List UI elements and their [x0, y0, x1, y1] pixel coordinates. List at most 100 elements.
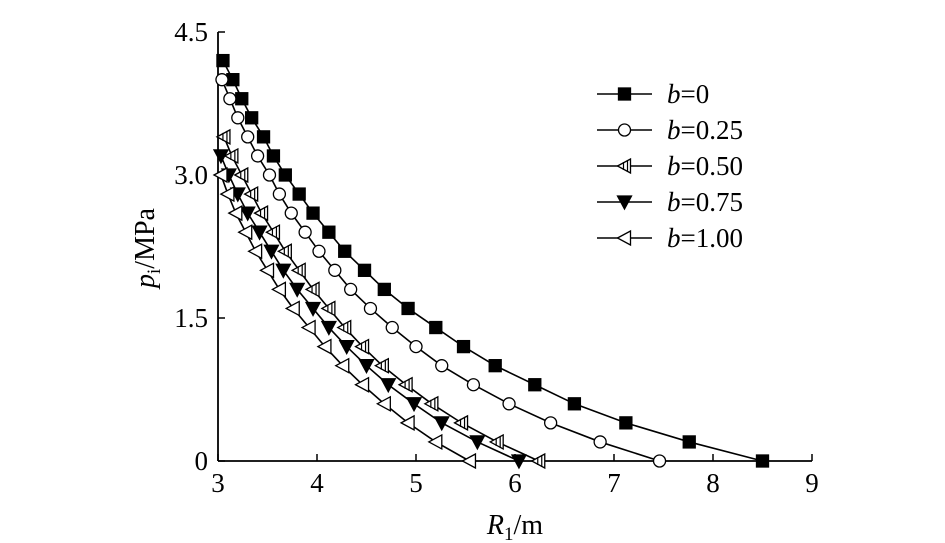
- y-axis-label-unit: /MPa: [130, 207, 161, 268]
- data-point: [567, 397, 582, 411]
- y-axis-label: pi/MPa: [130, 207, 165, 290]
- legend-label-value: =0: [681, 79, 710, 109]
- data-point: [306, 206, 320, 220]
- data-point: [652, 454, 667, 468]
- data-point: [453, 414, 469, 431]
- data-point: [241, 130, 255, 144]
- data-point: [510, 454, 528, 470]
- data-point: [289, 282, 306, 298]
- data-point: [320, 300, 336, 317]
- data-point: [212, 166, 228, 184]
- data-point: [304, 281, 320, 298]
- data-point: [435, 359, 449, 373]
- data-point: [245, 111, 259, 125]
- legend-item: b=0.50: [597, 151, 743, 181]
- data-point: [357, 263, 372, 277]
- legend-label-var: b: [667, 115, 681, 145]
- data-point: [312, 244, 326, 258]
- data-point: [278, 168, 292, 182]
- data-point: [528, 378, 542, 392]
- data-point: [284, 206, 298, 220]
- data-point: [251, 225, 268, 241]
- data-point: [469, 435, 486, 451]
- data-point: [223, 147, 239, 165]
- data-point: [219, 185, 235, 203]
- legend-label-var: b: [667, 223, 681, 253]
- data-point: [354, 338, 370, 355]
- data-point: [262, 168, 277, 182]
- data-point: [409, 339, 423, 354]
- data-point: [284, 300, 300, 317]
- x-tick-label: 9: [805, 468, 819, 498]
- x-tick-label: 4: [310, 468, 324, 498]
- data-point: [235, 92, 249, 106]
- series-3: [212, 149, 528, 470]
- y-axis-label-sub: i: [144, 269, 165, 274]
- x-axis-label-sub: 1: [504, 524, 514, 543]
- data-point: [385, 320, 399, 335]
- legend-item: b=0.75: [597, 187, 743, 217]
- legend-marker: [616, 229, 632, 247]
- data-point: [338, 339, 355, 355]
- data-point: [233, 166, 249, 184]
- x-tick-label: 5: [409, 468, 423, 498]
- series-line: [220, 174, 470, 462]
- legend-label: b=0: [667, 79, 709, 109]
- data-point: [456, 339, 471, 354]
- data-point: [334, 357, 350, 374]
- data-point: [429, 320, 443, 335]
- data-point: [316, 338, 332, 355]
- series-line: [222, 60, 763, 462]
- legend-marker: [617, 123, 632, 137]
- series-layer: [212, 53, 770, 470]
- data-point: [354, 376, 370, 393]
- legend-label-var: b: [667, 187, 681, 217]
- legend: b=0b=0.25b=0.50b=0.75b=1.00: [597, 79, 743, 253]
- data-point: [344, 282, 358, 297]
- y-tick-label: 4.5: [174, 17, 208, 47]
- data-point: [290, 262, 306, 279]
- data-point: [272, 187, 287, 201]
- data-point: [755, 454, 770, 468]
- series-1: [215, 73, 667, 468]
- data-point: [375, 395, 391, 412]
- data-point: [328, 263, 342, 277]
- data-point: [298, 225, 312, 239]
- data-point: [322, 225, 336, 239]
- data-point: [358, 359, 375, 375]
- data-point: [253, 205, 269, 222]
- data-point: [682, 435, 696, 449]
- x-tick-label: 8: [706, 468, 720, 498]
- data-point: [373, 357, 389, 374]
- legend-label-value: =0.50: [681, 151, 743, 181]
- data-point: [619, 416, 633, 430]
- x-tick-label: 6: [508, 468, 522, 498]
- data-point: [247, 243, 263, 260]
- data-point: [215, 73, 229, 87]
- data-point: [377, 282, 391, 297]
- y-tick-label: 1.5: [174, 303, 208, 333]
- data-point: [226, 73, 240, 87]
- legend-label: b=1.00: [667, 223, 743, 253]
- legend-marker: [616, 157, 632, 175]
- x-tick-label: 3: [211, 468, 225, 498]
- y-axis-label-var: p: [130, 274, 161, 290]
- legend-label: b=0.50: [667, 151, 743, 181]
- data-point: [259, 262, 275, 279]
- y-axis: 0 1.5 3.0 4.5: [174, 17, 225, 476]
- data-point: [250, 149, 265, 163]
- data-point: [530, 452, 546, 470]
- data-point: [237, 224, 253, 241]
- data-point: [263, 244, 280, 260]
- data-point: [256, 130, 271, 144]
- legend-label-var: b: [667, 151, 681, 181]
- x-axis-label: R1/m: [486, 510, 543, 543]
- legend-label: b=0.75: [667, 187, 743, 217]
- data-point: [231, 111, 245, 125]
- series-0: [216, 53, 770, 468]
- legend-label-var: b: [667, 79, 681, 109]
- data-point: [338, 244, 352, 258]
- data-point: [543, 416, 558, 430]
- legend-item: b=0.25: [597, 115, 743, 145]
